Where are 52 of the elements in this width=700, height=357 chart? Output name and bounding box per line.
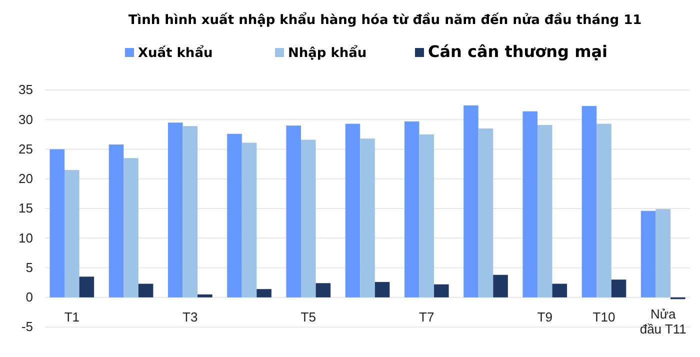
x-tick-label: T5 <box>300 310 316 325</box>
x-tick-label: T9 <box>537 310 552 325</box>
bar <box>242 142 257 298</box>
x-tick-label: T10 <box>592 310 616 325</box>
bar <box>316 283 331 298</box>
y-tick-label: 30 <box>18 112 33 127</box>
bar <box>50 149 65 298</box>
bar <box>374 282 390 298</box>
bar <box>611 280 626 298</box>
bar <box>419 134 434 298</box>
bar <box>478 128 494 298</box>
bar <box>552 284 568 298</box>
y-tick-label: 35 <box>18 82 33 98</box>
x-tick-label: T7 <box>419 310 434 325</box>
bar <box>124 158 138 298</box>
bar <box>256 289 272 298</box>
bar <box>493 274 508 298</box>
legend-label: Cán cân thương mại <box>428 42 608 61</box>
bar <box>286 126 301 298</box>
x-tick-label: T1 <box>64 310 80 325</box>
bar <box>656 209 670 298</box>
bar <box>300 140 316 298</box>
bar <box>582 106 597 298</box>
x-tick-label: T3 <box>182 310 198 325</box>
bar <box>596 124 612 298</box>
bar <box>360 138 375 298</box>
bar <box>464 105 478 298</box>
bar <box>64 170 80 298</box>
bar <box>168 122 183 298</box>
y-tick-label: 0 <box>26 290 33 305</box>
bar <box>537 124 552 298</box>
bar <box>182 126 198 298</box>
bar <box>345 124 360 298</box>
y-tick-label: 15 <box>18 200 33 216</box>
bar <box>522 111 538 298</box>
bar <box>434 284 449 298</box>
bar <box>227 134 242 298</box>
y-tick-label: 25 <box>18 141 33 156</box>
y-tick-label: -5 <box>21 319 33 334</box>
bar <box>404 121 420 298</box>
y-tick-label: 10 <box>18 230 33 246</box>
bar <box>108 144 124 298</box>
bar <box>138 284 154 298</box>
legend-label: Nhập khẩu <box>288 45 367 61</box>
bar <box>79 276 94 298</box>
y-tick-label: 20 <box>18 171 33 186</box>
chart-title: Tình hình xuất nhập khẩu hàng hóa từ đầu năm đến nửa đầu tháng 11 <box>128 12 642 28</box>
legend-label: Xuất khẩu <box>138 45 213 61</box>
x-tick-label: Nửa đầu T11 <box>640 306 686 337</box>
bar <box>640 210 656 298</box>
bar <box>198 294 212 298</box>
y-tick-label: 5 <box>26 260 33 275</box>
